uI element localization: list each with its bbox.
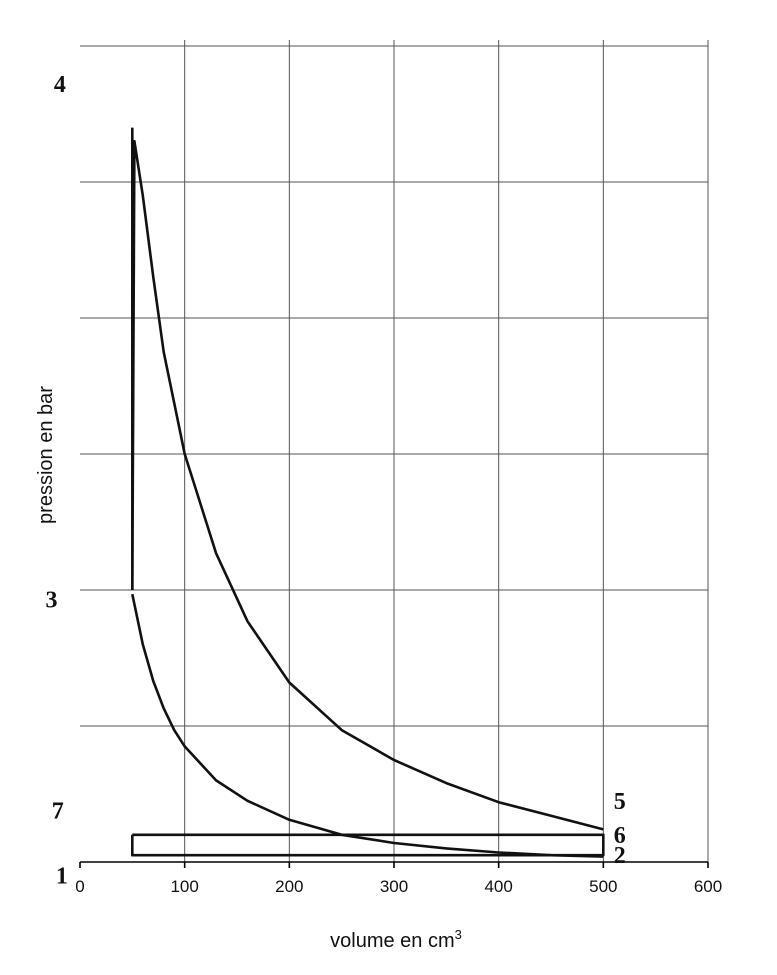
x-tick-label: 0 (75, 877, 84, 896)
series-line (131, 593, 604, 858)
y-axis-label: pression en bar (35, 386, 57, 524)
axes (79, 861, 709, 868)
x-tick-label: 500 (589, 877, 617, 896)
series-line (131, 833, 605, 857)
point-label-1: 1 (56, 864, 68, 890)
point-label-7: 7 (52, 798, 64, 824)
point-labels: 4 3 5 62 7 1 (45, 72, 625, 890)
x-tick-label: 400 (484, 877, 512, 896)
x-tick-label: 600 (694, 877, 722, 896)
x-axis-label-superscript: 3 (455, 927, 462, 942)
point-label-2: 2 (614, 843, 626, 869)
point-label-6: 6 (614, 823, 626, 849)
series-line (131, 139, 604, 831)
x-tick-labels: 0 100 200 300 400 500 600 (75, 877, 722, 896)
gridlines (80, 40, 709, 862)
x-axis-label: volume en cm3 (330, 927, 462, 952)
x-tick-label: 100 (170, 877, 198, 896)
data-series (131, 127, 605, 858)
point-label-5: 5 (614, 789, 626, 815)
x-tick-label: 200 (275, 877, 303, 896)
point-label-4: 4 (54, 72, 66, 98)
point-label-3: 3 (45, 588, 57, 614)
x-tick-label: 300 (380, 877, 408, 896)
